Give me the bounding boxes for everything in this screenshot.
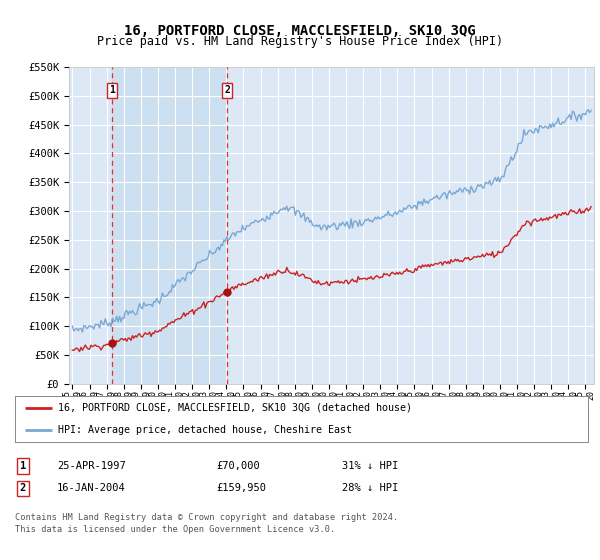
Text: 1: 1	[109, 85, 115, 95]
Text: 16, PORTFORD CLOSE, MACCLESFIELD, SK10 3QG (detached house): 16, PORTFORD CLOSE, MACCLESFIELD, SK10 3…	[58, 403, 412, 413]
Text: HPI: Average price, detached house, Cheshire East: HPI: Average price, detached house, Ches…	[58, 424, 352, 435]
Bar	[112, 67, 227, 384]
Text: 16, PORTFORD CLOSE, MACCLESFIELD, SK10 3QG: 16, PORTFORD CLOSE, MACCLESFIELD, SK10 3…	[124, 24, 476, 38]
Text: 2: 2	[224, 85, 230, 95]
Text: This data is licensed under the Open Government Licence v3.0.: This data is licensed under the Open Gov…	[15, 525, 335, 534]
Text: £70,000: £70,000	[216, 461, 260, 471]
Text: Contains HM Land Registry data © Crown copyright and database right 2024.: Contains HM Land Registry data © Crown c…	[15, 513, 398, 522]
Text: 1: 1	[20, 461, 26, 471]
Text: 2: 2	[20, 483, 26, 493]
Text: 31% ↓ HPI: 31% ↓ HPI	[342, 461, 398, 471]
Text: 28% ↓ HPI: 28% ↓ HPI	[342, 483, 398, 493]
Text: 25-APR-1997: 25-APR-1997	[57, 461, 126, 471]
Text: Price paid vs. HM Land Registry's House Price Index (HPI): Price paid vs. HM Land Registry's House …	[97, 35, 503, 49]
Text: 16-JAN-2004: 16-JAN-2004	[57, 483, 126, 493]
Text: £159,950: £159,950	[216, 483, 266, 493]
